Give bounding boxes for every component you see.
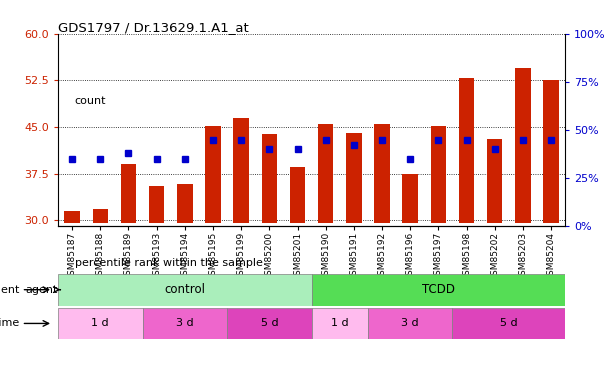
Bar xyxy=(312,308,368,339)
Bar xyxy=(346,133,362,223)
Bar xyxy=(149,186,164,223)
Bar xyxy=(177,184,192,223)
Text: percentile rank within the sample: percentile rank within the sample xyxy=(75,258,262,267)
Bar xyxy=(487,140,502,223)
Text: 3 d: 3 d xyxy=(176,318,194,328)
Bar xyxy=(64,211,80,223)
Bar xyxy=(58,274,312,306)
Bar xyxy=(318,124,334,223)
Bar xyxy=(431,126,446,223)
Bar xyxy=(121,164,136,223)
Bar xyxy=(515,68,531,223)
Bar xyxy=(312,274,565,306)
Text: GDS1797 / Dr.13629.1.A1_at: GDS1797 / Dr.13629.1.A1_at xyxy=(58,21,249,34)
Text: 1 d: 1 d xyxy=(92,318,109,328)
Text: 1 d: 1 d xyxy=(331,318,349,328)
Bar xyxy=(262,134,277,223)
Bar xyxy=(543,80,559,223)
Bar xyxy=(142,308,227,339)
Bar xyxy=(453,308,565,339)
Text: 3 d: 3 d xyxy=(401,318,419,328)
Bar xyxy=(58,308,142,339)
Text: agent: agent xyxy=(25,285,57,295)
Text: control: control xyxy=(164,283,205,296)
Bar xyxy=(368,308,453,339)
Bar xyxy=(459,78,474,223)
Bar xyxy=(403,174,418,223)
Text: agent: agent xyxy=(0,285,20,295)
Bar xyxy=(233,118,249,223)
Bar xyxy=(290,167,306,223)
Text: TCDD: TCDD xyxy=(422,283,455,296)
Text: 5 d: 5 d xyxy=(260,318,278,328)
Text: count: count xyxy=(75,96,106,106)
Bar xyxy=(92,209,108,223)
Bar xyxy=(375,124,390,223)
Text: 5 d: 5 d xyxy=(500,318,518,328)
Text: time: time xyxy=(0,318,20,328)
Bar xyxy=(61,38,72,169)
Bar xyxy=(205,126,221,223)
Bar xyxy=(227,308,312,339)
